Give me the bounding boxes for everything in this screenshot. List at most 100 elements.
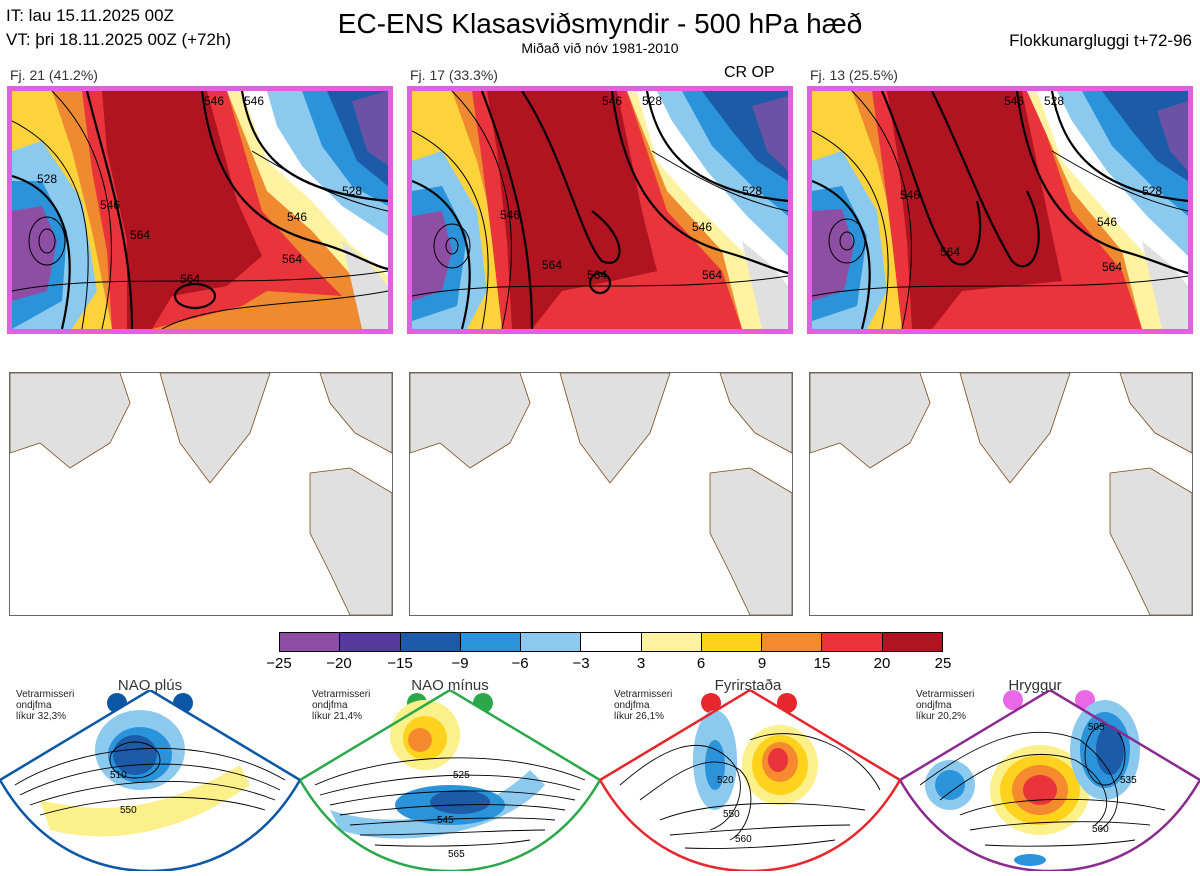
contour-label: 528 — [1044, 94, 1064, 108]
contour-label: 546 — [692, 220, 712, 234]
colorbar-segment — [340, 633, 401, 651]
page-subtitle: Miðað við nóv 1981-2010 — [521, 40, 679, 56]
panel-label-2: Fj. 17 (33.3%) — [410, 67, 498, 83]
contour-label: 564 — [587, 268, 607, 282]
contour-label: 564 — [1102, 260, 1122, 274]
colorbar-ticks: −25 −20 −15 −9 −6 −3 3 6 9 15 20 25 — [259, 655, 963, 675]
cluster-map-ridge[interactable]: 505 535 560 — [898, 688, 1200, 873]
contour-label: 546 — [100, 198, 120, 212]
contour-label: 546 — [244, 94, 264, 108]
cluster-info-line: ondjfma — [916, 700, 952, 711]
contour-label: 564 — [702, 268, 722, 282]
cluster-map-nao-minus[interactable]: 525 545 565 — [298, 688, 602, 873]
colorbar-tick: 6 — [696, 655, 706, 672]
colorbar-tick: 9 — [757, 655, 767, 672]
colorbar-segment — [581, 633, 642, 651]
colorbar-tick: −15 — [387, 655, 413, 672]
colorbar — [279, 632, 943, 652]
colorbar-tick: −6 — [511, 655, 529, 672]
colorbar-segment — [521, 633, 582, 651]
cluster-contour-label: 560 — [1092, 824, 1109, 835]
cluster-info-line: líkur 20,2% — [916, 711, 967, 722]
colorbar-tick: 20 — [873, 655, 891, 672]
cluster-map-blocking[interactable]: 520 550 560 — [598, 688, 902, 873]
contour-label: 564 — [180, 272, 200, 286]
cluster-title-2: NAO mínus — [411, 677, 489, 694]
cluster-contour-label: 550 — [120, 805, 137, 816]
cluster-info-line: Vetrarmisseri — [614, 689, 673, 700]
contour-label: 528 — [342, 184, 362, 198]
cluster-map-1[interactable]: 528 546 564 564 546 528 546 564 546 — [7, 86, 393, 334]
contour-label: 564 — [542, 258, 562, 272]
contour-label: 546 — [500, 208, 520, 222]
cluster-title-1: NAO plús — [117, 677, 183, 694]
colorbar-tick: −3 — [572, 655, 590, 672]
contour-label: 528 — [642, 94, 662, 108]
colorbar-segment — [280, 633, 341, 651]
cluster-info-4: Vetrarmisseri ondjfma líkur 20,2% — [916, 689, 974, 722]
cluster-contour-label: 550 — [723, 809, 740, 820]
colorbar-tick: −25 — [266, 655, 292, 672]
cluster-info-line: ondjfma — [16, 700, 52, 711]
cluster-contour-label: 560 — [735, 834, 752, 845]
empty-map-2 — [409, 372, 793, 616]
cluster-title-3: Fyrirstaða — [714, 677, 782, 694]
contour-label: 546 — [204, 94, 224, 108]
cluster-info-line: líkur 21,4% — [312, 711, 363, 722]
cluster-dot — [1003, 690, 1023, 710]
colorbar-segment — [701, 633, 763, 651]
contour-label: 528 — [1142, 184, 1162, 198]
cluster-info-1: Vetrarmisseri ondjfma líkur 32,3% — [16, 689, 74, 722]
colorbar-tick: 15 — [813, 655, 831, 672]
cluster-info-line: Vetrarmisseri — [16, 689, 75, 700]
cluster-contour-label: 545 — [437, 815, 454, 826]
cluster-contour-label: 565 — [448, 849, 465, 860]
valid-time: VT: þri 18.11.2025 00Z (+72h) — [6, 30, 232, 49]
cluster-info-line: Vetrarmisseri — [312, 689, 371, 700]
initial-time: IT: lau 15.11.2025 00Z — [6, 6, 174, 25]
cluster-map-3[interactable]: 546 528 546 564 546 564 528 — [807, 86, 1193, 334]
colorbar-tick: −9 — [451, 655, 469, 672]
cluster-contour-label: 505 — [1088, 722, 1105, 733]
cluster-map-nao-plus[interactable]: 510 550 — [0, 688, 302, 873]
colorbar-tick: 25 — [934, 655, 952, 672]
cluster-info-line: ondjfma — [312, 700, 348, 711]
cluster-dot — [701, 693, 721, 713]
colorbar-segment — [641, 633, 702, 651]
cluster-info-line: Vetrarmisseri — [916, 689, 975, 700]
colorbar-segment — [400, 633, 461, 651]
cluster-info-line: líkur 26,1% — [614, 711, 665, 722]
cluster-contour-label: 535 — [1120, 775, 1137, 786]
contour-label: 546 — [1097, 215, 1117, 229]
page-title: EC-ENS Klasasviðsmyndir - 500 hPa hæð — [337, 8, 863, 39]
contour-label: 546 — [287, 210, 307, 224]
contour-label: 564 — [282, 252, 302, 266]
colorbar-tick: 3 — [636, 655, 646, 672]
contour-label: 564 — [130, 228, 150, 242]
panel-label-3: Fj. 13 (25.5%) — [810, 67, 898, 83]
cluster-info-2: Vetrarmisseri ondjfma líkur 21,4% — [312, 689, 370, 722]
colorbar-segment — [822, 633, 883, 651]
colorbar-segment — [882, 633, 942, 651]
contour-label: 546 — [900, 188, 920, 202]
empty-map-3 — [809, 372, 1193, 616]
cluster-contour-label: 510 — [110, 770, 127, 781]
cluster-contour-label: 520 — [717, 775, 734, 786]
colorbar-tick: −20 — [326, 655, 352, 672]
contour-label: 528 — [37, 172, 57, 186]
cluster-info-line: líkur 32,3% — [16, 711, 67, 722]
panel-label-1: Fj. 21 (41.2%) — [10, 67, 98, 83]
cluster-map-2[interactable]: 546 528 546 564 564 546 564 528 — [407, 86, 793, 334]
classification-window: Flokkunargluggi t+72-96 — [1009, 31, 1192, 50]
colorbar-segment — [460, 633, 522, 651]
empty-map-1 — [9, 372, 393, 616]
contour-label: 564 — [940, 245, 960, 259]
contour-label: 528 — [742, 184, 762, 198]
cluster-info-line: ondjfma — [614, 700, 650, 711]
contour-label: 546 — [1004, 94, 1024, 108]
cluster-contour-label: 525 — [453, 770, 470, 781]
colorbar-segment — [762, 633, 823, 651]
contour-label: 546 — [602, 94, 622, 108]
cluster-info-3: Vetrarmisseri ondjfma líkur 26,1% — [614, 689, 672, 722]
panel-tag-2: CR OP — [724, 64, 775, 81]
